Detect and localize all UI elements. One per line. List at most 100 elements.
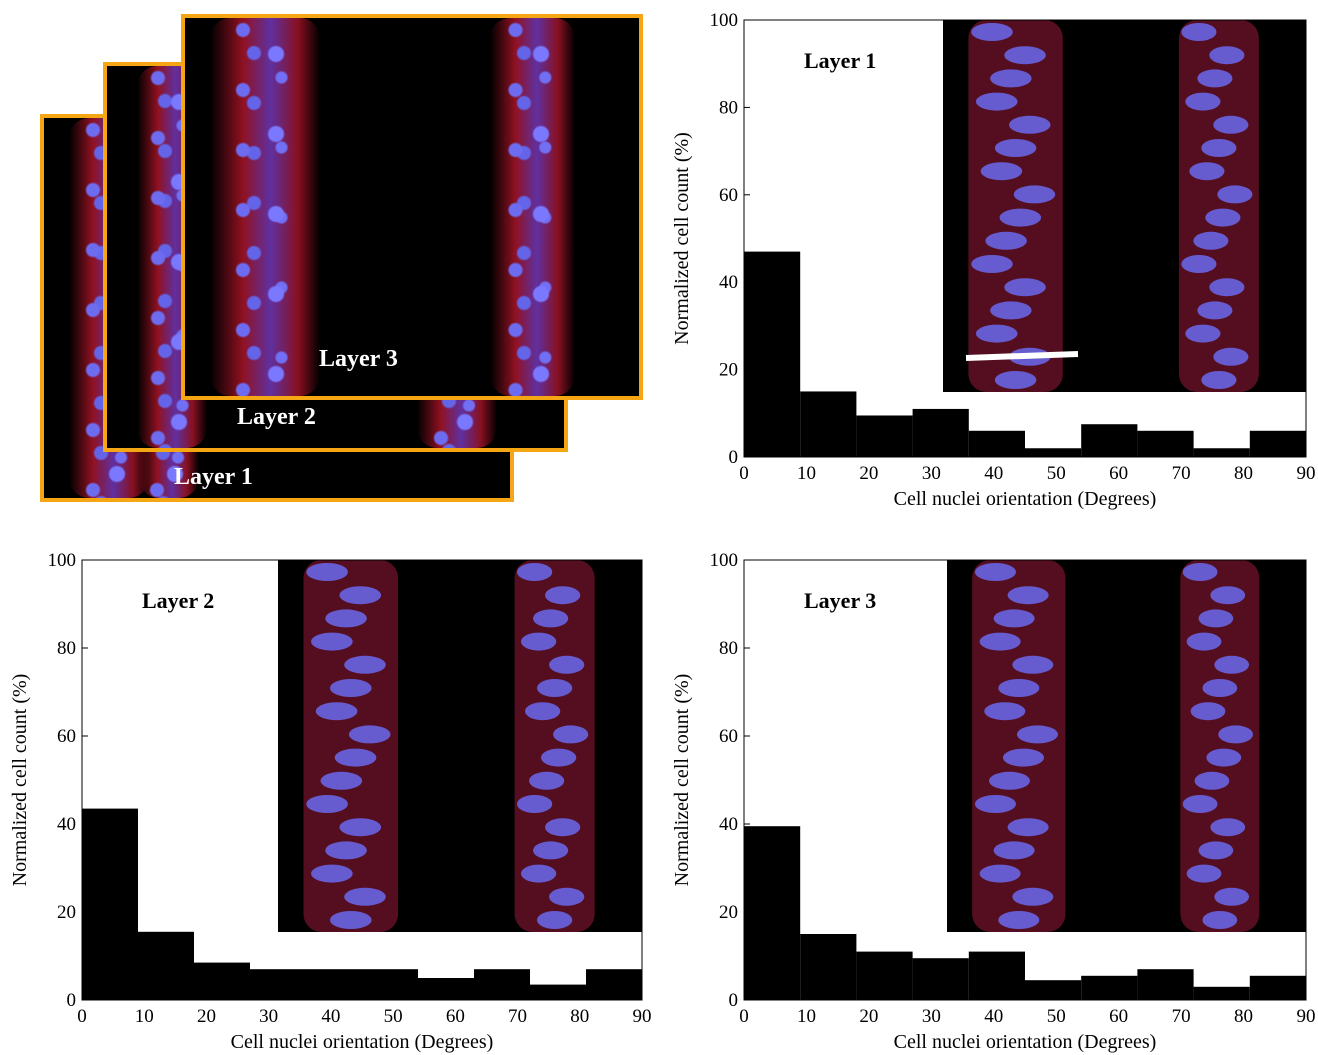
nucleus-blob [1217, 185, 1253, 204]
inset-layer-label: Layer 3 [804, 588, 876, 613]
nucleus-blob [985, 231, 1027, 250]
y-tick-label: 0 [729, 990, 739, 1011]
inset-micrograph [947, 560, 1306, 932]
histogram-bar [912, 958, 969, 1000]
nucleus-blob [1185, 324, 1221, 343]
nucleus-blob [320, 771, 363, 790]
x-tick-label: 90 [633, 1006, 652, 1027]
histogram-bar [1025, 448, 1082, 457]
y-tick-label: 20 [719, 360, 738, 381]
y-tick-label: 80 [719, 97, 738, 118]
nucleus-blob [975, 92, 1018, 111]
y-axis-label: Normalized cell count (%) [9, 674, 31, 887]
nucleus-blob [545, 818, 581, 837]
nucleus-blob [974, 563, 1016, 581]
x-tick-label: 70 [1172, 463, 1191, 484]
axes-box [81, 559, 643, 1001]
histogram-bar [138, 931, 194, 1000]
nucleus-blob [1185, 92, 1221, 111]
nucleus-blob [549, 887, 585, 906]
x-tick-label: 0 [77, 1006, 87, 1027]
nucleus-blob [529, 771, 565, 790]
nucleus-blob [1016, 725, 1059, 744]
nucleus-blob [517, 795, 553, 813]
nucleus-blob [1186, 864, 1222, 883]
histogram-bar [1249, 975, 1306, 1000]
y-tick-label: 100 [710, 550, 739, 571]
nucleus-blob [1008, 115, 1051, 134]
nucleus-blob [1012, 887, 1054, 906]
x-tick-label: 10 [135, 1006, 154, 1027]
y-tick-label: 60 [719, 726, 738, 747]
histogram-bar [306, 969, 362, 1000]
nucleus-blob [521, 632, 557, 651]
histogram-layer-1: 0 10 20 30 40 50 60 70 80 90 0 20 40 60 80 100 Cell nucl… [671, 10, 1316, 510]
y-axis-label: Normalized cell count (%) [671, 674, 693, 887]
nucleus-blob [1201, 139, 1237, 157]
nucleus-blob [993, 841, 1035, 860]
y-tick-label: 100 [48, 550, 77, 571]
nucleus-blob [1202, 911, 1238, 929]
histogram-bar [800, 934, 857, 1000]
nucleus-blob [1213, 347, 1249, 366]
x-tick-label: 0 [739, 1006, 749, 1027]
nucleus-blob [325, 609, 367, 628]
nucleus-blob [984, 702, 1026, 721]
nucleus-blob [334, 748, 377, 767]
nucleus-blob [1004, 278, 1046, 297]
nucleus-blob [553, 725, 589, 744]
nucleus-blob [999, 208, 1042, 227]
nucleus-blob [344, 655, 386, 674]
x-tick-label: 60 [1109, 1006, 1128, 1027]
nucleus-blob [1002, 748, 1045, 767]
scale-bar [965, 351, 1079, 361]
layer-3-image: Layer 3 [181, 14, 643, 400]
x-tick-label: 40 [984, 1006, 1003, 1027]
y-tick-label: 60 [719, 185, 738, 206]
y-tick-label: 20 [719, 902, 738, 923]
nucleus-blob [537, 679, 573, 697]
nucleus-blob [1209, 46, 1245, 65]
nucleus-blob [545, 586, 581, 605]
histogram-bar [1249, 430, 1306, 457]
nucleus-blob [1198, 841, 1234, 860]
histogram-bar [912, 408, 969, 457]
nucleus-blob [315, 702, 358, 721]
histogram-bar [800, 391, 857, 457]
nucleus-blob [348, 725, 391, 744]
histogram-bar [968, 951, 1025, 1000]
nucleus-blob [1197, 301, 1233, 320]
nucleus-blob [971, 23, 1013, 41]
layer-2-label: Layer 2 [237, 404, 316, 430]
nucleus-blob [1197, 69, 1233, 88]
axes-box [743, 19, 1307, 458]
nucleus-blob [1209, 278, 1245, 297]
inset-layer-label: Layer 1 [804, 48, 876, 73]
nucleus-blob [344, 887, 386, 906]
x-tick-label: 30 [259, 1006, 278, 1027]
fiber-red [514, 560, 595, 932]
nucleus-blob [979, 864, 1021, 883]
histogram-bar [1193, 986, 1250, 1000]
nucleus-blob [311, 632, 353, 651]
x-axis-label: Cell nuclei orientation (Degrees) [231, 1031, 494, 1053]
nucleus-blob [971, 255, 1013, 273]
nucleus-blob [979, 632, 1021, 651]
layer-3-strand-right [490, 18, 575, 396]
nucleus-blob [1182, 795, 1218, 813]
nucleus-blob [974, 795, 1016, 813]
x-tick-label: 80 [1234, 1006, 1253, 1027]
nucleus-blob [311, 864, 353, 883]
nucleus-blob [1181, 255, 1217, 273]
histogram-layer-2: 0 10 20 30 40 50 60 70 80 90 0 20 40 60 80 100 Cell nucl… [9, 550, 652, 1053]
nucleus-blob [1202, 679, 1238, 697]
nucleus-blob [993, 609, 1035, 628]
fiber-red [303, 560, 399, 932]
x-tick-label: 80 [1234, 463, 1253, 484]
histogram-bar [530, 984, 586, 1000]
histogram-bar [744, 826, 801, 1000]
histogram-bar [362, 969, 418, 1000]
histogram-bar [586, 969, 642, 1000]
nucleus-blob [1186, 632, 1222, 651]
nucleus-blob [533, 841, 569, 860]
